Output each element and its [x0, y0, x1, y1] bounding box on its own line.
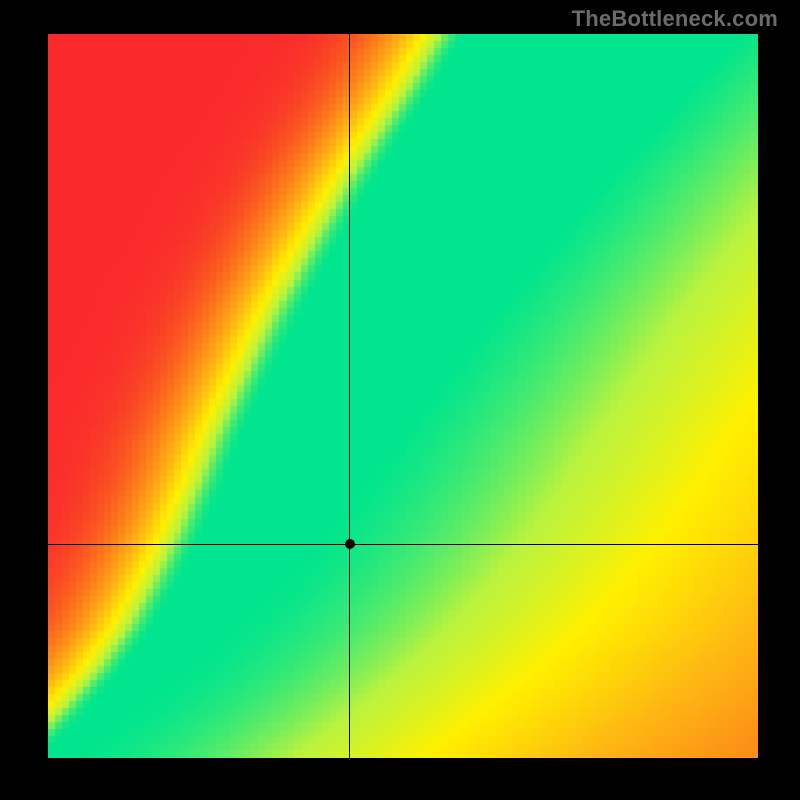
- attribution-text: TheBottleneck.com: [572, 6, 778, 32]
- crosshair-vertical: [349, 34, 350, 758]
- crosshair-horizontal: [48, 544, 758, 545]
- heatmap-canvas: [48, 34, 758, 758]
- chart-container: TheBottleneck.com: [0, 0, 800, 800]
